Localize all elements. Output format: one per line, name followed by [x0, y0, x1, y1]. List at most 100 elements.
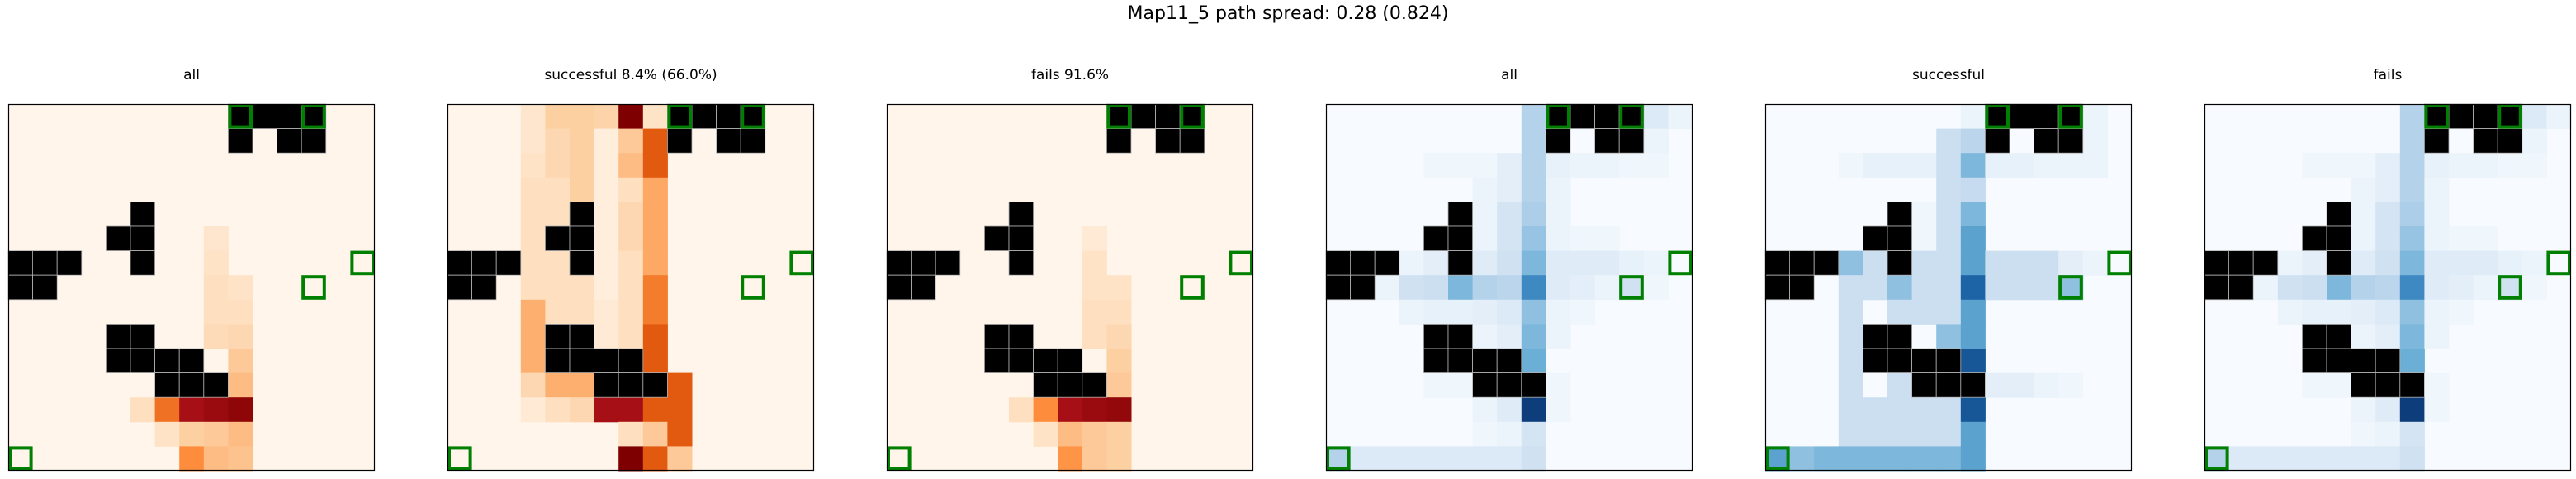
heatmap-cell	[642, 324, 668, 349]
heatmap-cell	[2010, 250, 2035, 276]
heatmap-cell	[570, 372, 595, 398]
heatmap-cell	[2351, 299, 2376, 325]
heatmap-cell	[520, 202, 546, 227]
obstacle-cell	[1033, 348, 1058, 374]
heatmap-cell	[179, 421, 205, 447]
obstacle-cell	[2423, 103, 2450, 130]
heatmap-cell	[1106, 421, 1132, 447]
heatmap-cell	[1570, 226, 1596, 252]
obstacle-cell	[471, 274, 497, 301]
goal-marker	[741, 104, 765, 129]
obstacle-cell	[911, 274, 936, 301]
heatmap-cell	[1082, 275, 1107, 301]
heatmap-cell	[2351, 446, 2376, 472]
heatmap-cell	[1936, 177, 1962, 202]
heatmap-cell	[1911, 226, 1937, 252]
goal-marker	[301, 104, 326, 129]
heatmap-cell	[1863, 397, 1888, 423]
heatmap-cell	[545, 177, 571, 202]
heatmap-cell	[2302, 153, 2327, 178]
heatmap-cell	[1521, 275, 1546, 301]
obstacle-cell	[594, 348, 619, 374]
heatmap-cell	[1521, 226, 1546, 252]
heatmap-cell	[1399, 299, 1424, 325]
heatmap-cell	[618, 250, 644, 276]
obstacle-cell	[252, 103, 278, 130]
obstacle-cell	[1447, 202, 1474, 227]
obstacle-cell	[1447, 250, 1474, 276]
heatmap-cell	[1082, 397, 1107, 423]
heatmap-cell	[545, 153, 571, 178]
heatmap-cell	[520, 372, 546, 398]
obstacle-cell	[740, 103, 766, 130]
obstacle-cell	[2302, 348, 2327, 374]
obstacle-cell	[2034, 103, 2059, 130]
heatmap-cell	[642, 226, 668, 252]
obstacle-cell	[1447, 225, 1474, 252]
obstacle-cell	[1935, 348, 1962, 374]
obstacle-cell	[2351, 348, 2376, 374]
obstacle-cell	[1423, 225, 1449, 252]
heatmap-cell	[642, 275, 668, 301]
heatmap-cell	[1497, 275, 1522, 301]
obstacle-cell	[2351, 372, 2376, 398]
heatmap-cell	[1497, 226, 1522, 252]
heatmap-cell	[642, 104, 668, 130]
heatmap-cell	[2424, 250, 2450, 276]
heatmap-cell	[2399, 349, 2425, 374]
heatmap-cell	[1106, 275, 1132, 301]
heatmap-cell	[1911, 250, 1937, 276]
obstacle-cell	[1570, 103, 1596, 130]
obstacle-cell	[227, 103, 253, 130]
goal-marker	[1326, 446, 1351, 471]
heatmap-cell	[618, 421, 644, 447]
heatmap-cell	[570, 104, 595, 130]
heatmap-cell	[2082, 128, 2108, 154]
heatmap-cell	[520, 275, 546, 301]
goal-marker	[1106, 104, 1131, 129]
heatmap-cell	[203, 226, 229, 252]
obstacle-cell	[2326, 348, 2352, 374]
heatmap-cell	[1838, 275, 1863, 301]
heatmap-cell	[179, 446, 205, 472]
heatmap-cell	[2424, 226, 2450, 252]
heatmap-cell	[1497, 397, 1522, 423]
heatmap-cell	[1936, 397, 1962, 423]
obstacle-cell	[1887, 225, 1913, 252]
heatmap-cell	[203, 446, 229, 472]
heatmap-cell	[2498, 275, 2523, 301]
heatmap-cell	[2522, 128, 2547, 154]
heatmap-cell	[2399, 421, 2425, 447]
heatmap-cell	[1960, 421, 1986, 447]
obstacle-cell	[1423, 323, 1449, 349]
obstacle-cell	[1057, 372, 1083, 398]
heatmap-cell	[618, 153, 644, 178]
heatmap-cell	[1594, 250, 1620, 276]
heatmap-cell	[1570, 275, 1596, 301]
obstacle-cell	[2448, 103, 2474, 130]
obstacle-cell	[130, 225, 156, 252]
heatmap-cell	[1643, 104, 1669, 130]
heatmap-cell	[570, 299, 595, 325]
heatmap-cell	[2277, 275, 2303, 301]
heatmap-cell	[1375, 446, 1400, 472]
obstacle-cell	[935, 250, 961, 276]
goal-marker	[741, 275, 765, 300]
heatmap-cell	[1643, 275, 1669, 301]
heatmap-cell	[2375, 177, 2401, 202]
obstacle-cell	[1008, 348, 1035, 374]
heatmap-cell	[545, 397, 571, 423]
obstacle-cell	[1618, 128, 1645, 154]
obstacle-cell	[447, 250, 473, 276]
obstacle-cell	[1447, 348, 1474, 374]
obstacle-cell	[1057, 348, 1083, 374]
obstacle-cell	[2252, 250, 2279, 276]
heatmap-cell	[520, 104, 546, 130]
heatmap-cell	[228, 324, 253, 349]
heatmap-cell	[203, 421, 229, 447]
heatmap-cell	[545, 128, 571, 154]
heatmap-cell	[1887, 446, 1913, 472]
obstacle-cell	[1594, 128, 1620, 154]
heatmap-cell	[1497, 324, 1522, 349]
obstacle-cell	[1423, 348, 1449, 374]
